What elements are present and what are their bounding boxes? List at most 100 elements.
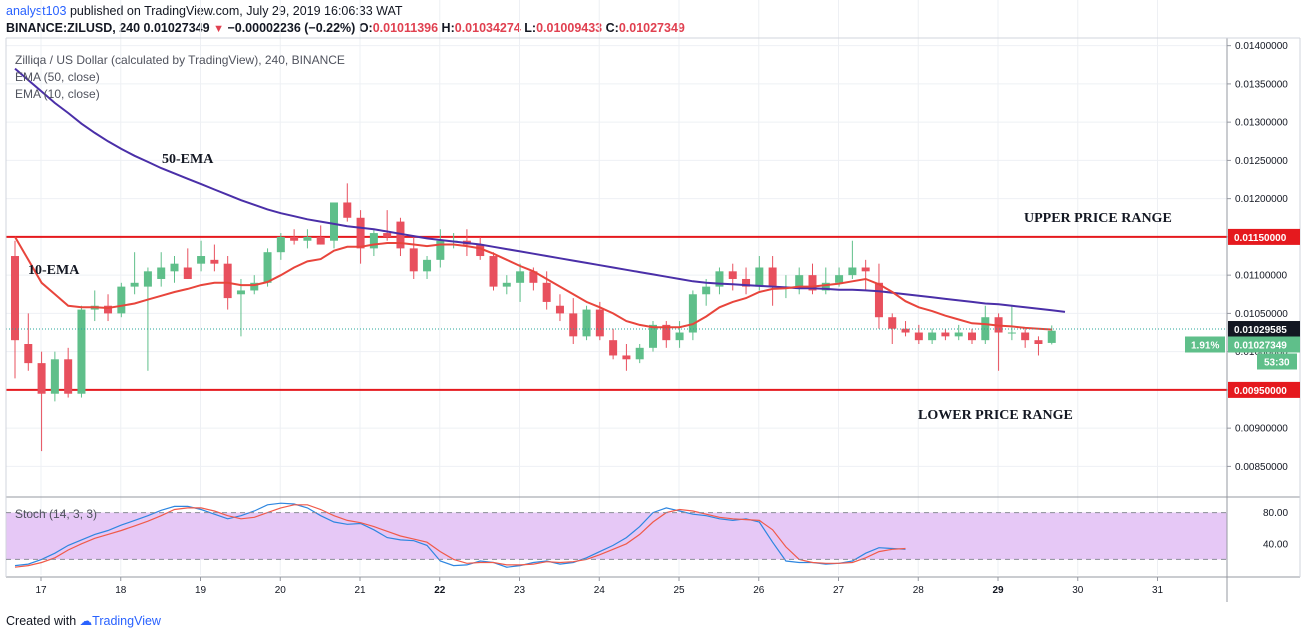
candle-body	[954, 332, 963, 337]
time-tick-label: 18	[115, 585, 127, 596]
candle-body	[635, 347, 644, 360]
time-tick-label: 25	[673, 585, 685, 596]
arrow-down-icon: ▼	[213, 23, 224, 35]
price-tick-label: 0.01000000	[1235, 347, 1288, 358]
time-tick-label: 31	[1152, 585, 1164, 596]
publish-line: analyst103 published on TradingView.com,…	[6, 3, 685, 20]
price-tick-label: 0.01250000	[1235, 156, 1288, 167]
footer: Created with ☁TradingView	[6, 613, 161, 628]
ema50-annotation: 50-EMA	[162, 152, 214, 167]
open-value: 0.01011396	[372, 21, 439, 35]
price-tick-label: 0.01400000	[1235, 41, 1288, 52]
candle-body	[808, 275, 817, 291]
candle-body	[542, 282, 551, 302]
candle-body	[117, 286, 126, 314]
candle-body	[170, 263, 179, 272]
author-link[interactable]: analyst103	[6, 4, 67, 18]
stoch-tick-label: 40.00	[1263, 539, 1288, 550]
candle-body	[236, 290, 245, 295]
candle-body	[502, 282, 511, 287]
time-tick-label: 27	[833, 585, 845, 596]
level-tag-upper-bg	[1228, 228, 1300, 245]
candle-body	[396, 221, 405, 249]
level-tag-lower-bg	[1228, 381, 1300, 398]
stoch-tick-label: 80.00	[1263, 508, 1288, 519]
time-axis[interactable]: 17 18 19 20 21 22 23 24 25 26 27 28 29 30 31	[35, 577, 1163, 596]
candle-body	[595, 309, 604, 337]
tradingview-link[interactable]: TradingView	[92, 614, 161, 628]
candle-body	[343, 202, 352, 218]
time-tick-label: 29	[992, 585, 1004, 596]
candle-body	[489, 256, 498, 287]
candle-body	[901, 328, 910, 333]
candle-body	[702, 286, 711, 295]
stoch-axis: 80.00 40.00	[6, 508, 1288, 560]
candle-body	[888, 317, 897, 329]
candle-body	[369, 233, 378, 249]
candle-body	[981, 317, 990, 341]
high-value: 0.01034274	[454, 21, 521, 35]
candle-body	[250, 282, 259, 291]
candle-body	[555, 305, 564, 314]
price-tick-label: 0.00900000	[1235, 424, 1288, 435]
symbol-label: BINANCE:ZILUSD, 240	[6, 21, 141, 35]
pct-tag-bg	[1185, 336, 1225, 353]
candle-body	[476, 244, 485, 257]
candle-body	[64, 359, 73, 394]
price-tick-label: 0.01100000	[1235, 271, 1288, 282]
last-price-tag-bg	[1228, 336, 1300, 353]
candle-body	[77, 309, 86, 394]
ohlc-line: BINANCE:ZILUSD, 240 0.01027349 ▼ −0.0000…	[6, 20, 685, 38]
price-axis[interactable]: 0.01400000 0.01350000 0.01300000 0.01250000…	[1227, 41, 1288, 473]
time-tick-label: 28	[913, 585, 925, 596]
candle-body	[1007, 332, 1016, 334]
stoch-d-line	[14, 504, 906, 568]
candle-body	[755, 267, 764, 287]
pct-tag: 1.91%	[1191, 340, 1219, 351]
price-tick-label: 0.01350000	[1235, 79, 1288, 90]
tradingview-logo-icon: ☁	[79, 614, 93, 628]
candle-body	[183, 267, 192, 279]
candle-body	[742, 278, 751, 287]
candle-body	[516, 271, 525, 283]
candle-body	[356, 217, 365, 249]
current-price-tag-bg	[1228, 321, 1300, 338]
candle-body	[11, 256, 19, 341]
candle-body	[795, 275, 804, 287]
candle-body	[941, 332, 950, 337]
time-tick-label: 24	[594, 585, 606, 596]
time-tick-label: 19	[195, 585, 207, 596]
last-price-tag: 0.01027349	[1234, 340, 1287, 351]
candle-body	[290, 236, 299, 241]
candle-body	[662, 324, 671, 341]
candle-body	[130, 282, 139, 287]
stoch-k-line	[14, 502, 906, 568]
candle-body	[609, 340, 618, 356]
ema10-line	[14, 236, 1052, 331]
candle-body	[1047, 330, 1056, 343]
current-price-tag: 0.01029585	[1234, 325, 1287, 336]
upper-range-annotation: UPPER PRICE RANGE	[1024, 211, 1172, 226]
candle-body	[436, 240, 445, 260]
time-tick-label: 26	[753, 585, 765, 596]
price-tags: 0.01150000 0.00950000 0.01029585 0.01027349…	[1185, 228, 1300, 398]
created-with: Created with	[6, 614, 77, 628]
level-tag-lower: 0.00950000	[1234, 386, 1287, 397]
candle-body	[968, 332, 976, 341]
time-tick-label: 17	[35, 585, 47, 596]
candle-body	[649, 324, 657, 348]
candle-body	[529, 271, 538, 283]
chart-header: analyst103 published on TradingView.com,…	[6, 3, 685, 38]
time-tick-label: 30	[1072, 585, 1084, 596]
candle-body	[569, 313, 578, 337]
time-tick-label: 23	[514, 585, 526, 596]
candle-body	[157, 267, 166, 279]
candle-body	[835, 275, 844, 283]
candle-body	[928, 332, 937, 341]
candles	[11, 183, 1056, 452]
legend-ema10: EMA (10, close)	[15, 87, 100, 101]
stoch-title: Stoch (14, 3, 3)	[15, 507, 97, 521]
candle-body	[316, 236, 325, 245]
candle-body	[1021, 332, 1030, 341]
